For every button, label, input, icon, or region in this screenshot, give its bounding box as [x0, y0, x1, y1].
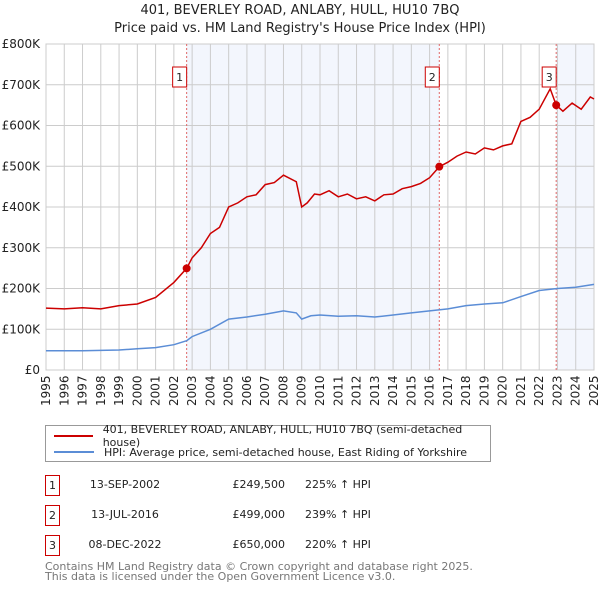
y-tick-label: £600K	[2, 119, 42, 133]
x-tick-label: 2016	[423, 375, 437, 406]
y-tick-label: £400K	[2, 200, 42, 214]
x-tick-label: 2007	[258, 375, 272, 406]
y-tick-label: £100K	[2, 322, 42, 336]
series-line	[46, 283, 595, 352]
sale-row: 3 08-DEC-2022 £650,000 220% ↑ HPI	[45, 535, 445, 556]
y-tick-label: £300K	[2, 241, 42, 255]
footer-licence: This data is licensed under the Open Gov…	[45, 570, 396, 583]
x-tick-label: 2022	[532, 375, 546, 406]
x-tick-label: 2023	[550, 375, 564, 406]
x-tick-label: 2019	[477, 375, 491, 406]
x-tick-label: 2004	[203, 375, 217, 406]
x-tick-label: 2009	[295, 375, 309, 406]
legend-label: HPI: Average price, semi-detached house,…	[104, 445, 468, 459]
x-tick-label: 2025	[587, 375, 600, 406]
sale-point	[552, 101, 561, 110]
legend-swatch-blue	[54, 451, 94, 453]
y-tick-label: £500K	[2, 159, 42, 173]
x-tick-label: 2017	[441, 375, 455, 406]
x-tick-label: 2008	[276, 375, 290, 406]
plot-border	[45, 43, 595, 371]
legend-swatch-red	[54, 435, 93, 437]
sale-marker-badge: 1	[45, 475, 60, 496]
y-tick-label: £800K	[2, 37, 42, 51]
x-tick-label: 2003	[185, 375, 199, 406]
legend-item-property: 401, BEVERLEY ROAD, ANLABY, HULL, HU10 7…	[54, 423, 490, 449]
x-tick-label: 1995	[39, 375, 53, 406]
sale-hpi-pct: 225% ↑ HPI	[305, 478, 371, 491]
x-tick-label: 2006	[240, 375, 254, 406]
sale-label: 2	[429, 71, 436, 84]
footer-copyright: Contains HM Land Registry data © Crown c…	[45, 560, 473, 573]
sale-label: 1	[176, 71, 183, 84]
sale-label-box	[172, 66, 188, 88]
sale-row: 2 13-JUL-2016 £499,000 239% ↑ HPI	[45, 505, 445, 526]
sale-label-box	[424, 66, 440, 88]
legend-item-hpi: HPI: Average price, semi-detached house,…	[54, 444, 467, 460]
x-tick-label: 2001	[149, 375, 163, 406]
x-tick-label: 1998	[94, 375, 108, 406]
x-tick-label: 2021	[514, 375, 528, 406]
sale-hpi-pct: 220% ↑ HPI	[305, 538, 371, 551]
x-tick-label: 1997	[76, 375, 90, 406]
sale-label: 3	[546, 71, 553, 84]
x-tick-label: 2013	[368, 375, 382, 406]
x-tick-label: 2015	[404, 375, 418, 406]
x-tick-label: 2012	[350, 375, 364, 406]
sale-marker-badge: 2	[45, 505, 60, 526]
x-tick-label: 2020	[496, 375, 510, 406]
plot-area: 1995 1996 1997 1998 1999 2000 2001 2002 2003 2004…	[2, 37, 600, 406]
sale-label-box	[541, 66, 557, 88]
x-tick-label: 2011	[331, 375, 345, 406]
x-tick-label: 1999	[112, 375, 126, 406]
x-tick-label: 2002	[167, 375, 181, 406]
x-tick-label: 2014	[386, 375, 400, 406]
y-tick-label: £700K	[2, 78, 42, 92]
x-tick-label: 2005	[222, 375, 236, 406]
legend: 401, BEVERLEY ROAD, ANLABY, HULL, HU10 7…	[45, 423, 491, 462]
y-tick-label: £200K	[2, 282, 42, 296]
sale-row: 1 13-SEP-2002 £249,500 225% ↑ HPI	[45, 475, 445, 496]
x-tick-label: 1996	[57, 375, 71, 406]
sale-date: 13-JUL-2016	[91, 508, 159, 521]
chart-title: 401, BEVERLEY ROAD, ANLABY, HULL, HU10 7…	[140, 3, 460, 18]
x-tick-label: 2000	[130, 375, 144, 406]
series-line	[45, 86, 595, 310]
chart-subtitle: Price paid vs. HM Land Registry's House …	[114, 21, 486, 36]
sale-date: 08-DEC-2022	[88, 538, 162, 551]
sale-date: 13-SEP-2002	[89, 478, 161, 491]
sale-hpi-pct: 239% ↑ HPI	[305, 508, 371, 521]
sale-marker-badge: 3	[45, 535, 60, 556]
sale-price: £249,500	[232, 478, 286, 491]
x-tick-label: 2018	[459, 375, 473, 406]
legend-label: 401, BEVERLEY ROAD, ANLABY, HULL, HU10 7…	[102, 423, 463, 449]
sale-point	[435, 162, 444, 171]
y-tick-label: £0	[25, 363, 40, 377]
sale-price: £650,000	[232, 538, 286, 551]
x-tick-label: 2010	[313, 375, 327, 406]
x-tick-label: 2024	[569, 375, 583, 406]
sale-price: £499,000	[232, 508, 286, 521]
sale-point	[182, 264, 191, 273]
